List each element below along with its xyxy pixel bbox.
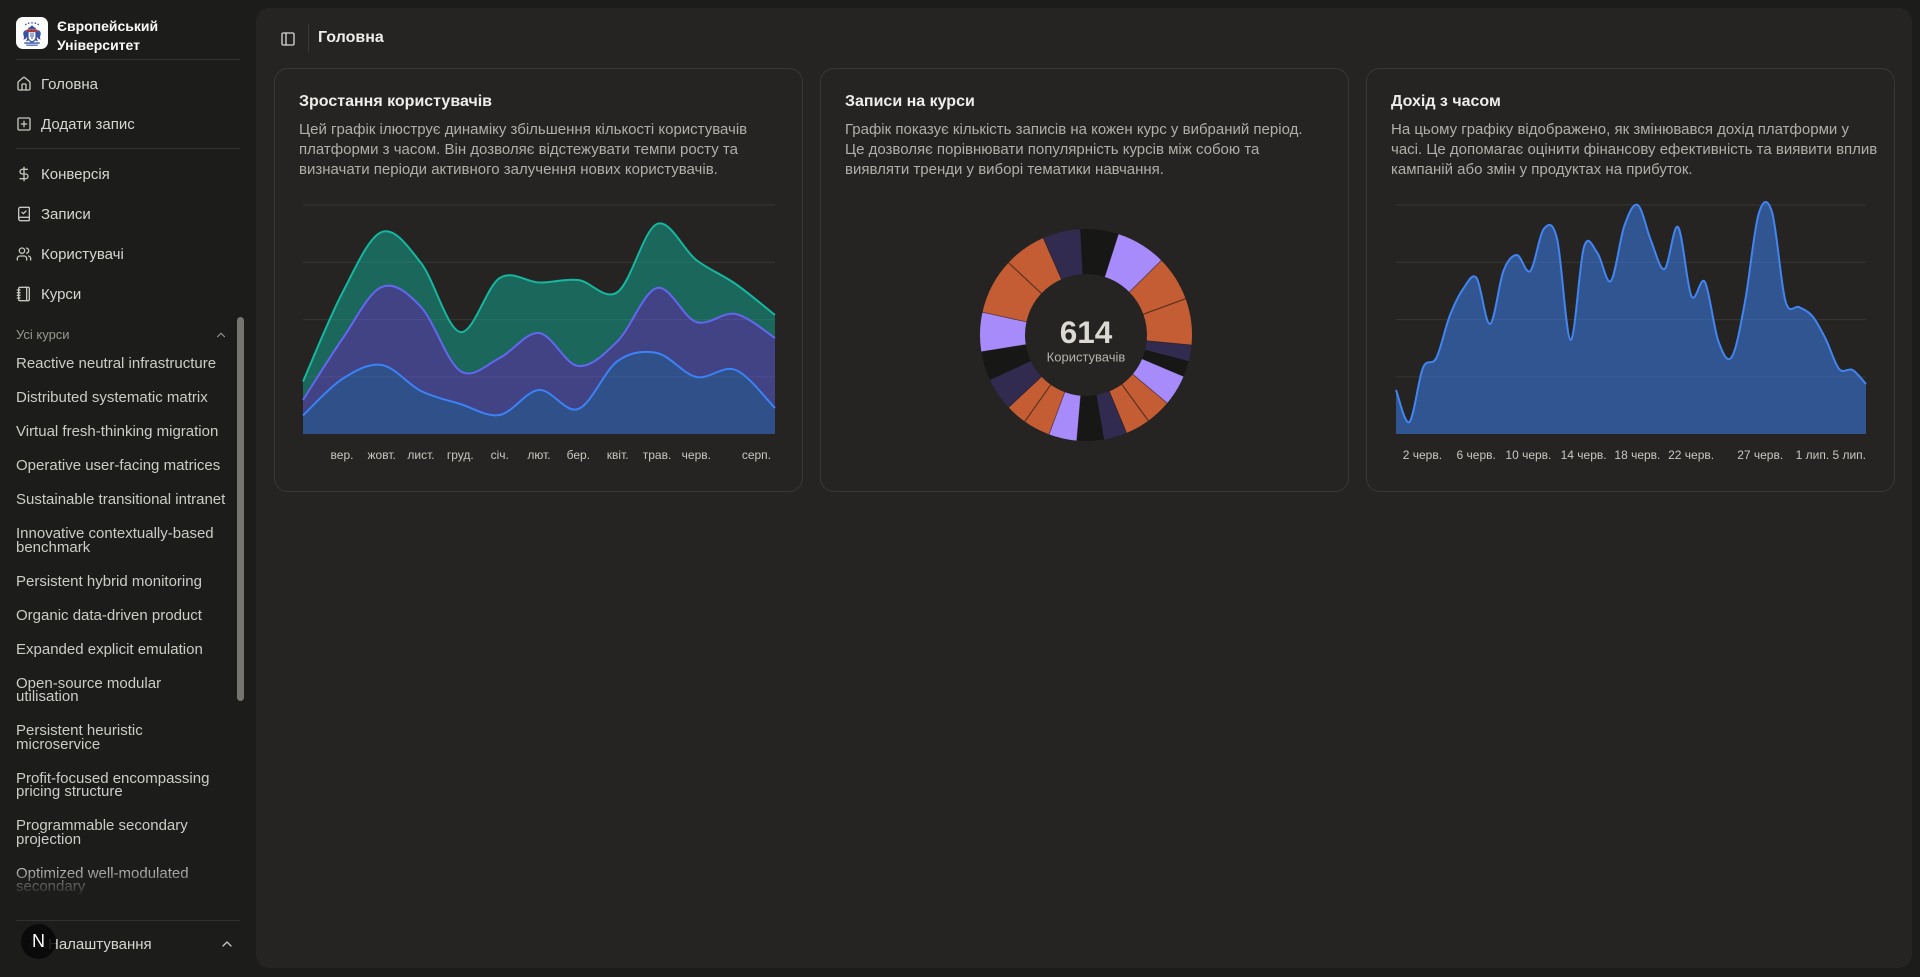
svg-text:27 черв.: 27 черв. [1737,448,1783,462]
svg-text:квіт.: квіт. [607,448,629,462]
svg-text:10 черв.: 10 черв. [1505,448,1551,462]
svg-text:жовт.: жовт. [368,448,396,462]
svg-text:1 лип.: 1 лип. [1796,448,1830,462]
svg-text:трав.: трав. [643,448,672,462]
svg-text:вер.: вер. [331,448,354,462]
svg-text:6 черв.: 6 черв. [1457,448,1496,462]
svg-text:черв.: черв. [682,448,711,462]
svg-text:14 черв.: 14 черв. [1561,448,1607,462]
svg-text:2 черв.: 2 черв. [1403,448,1442,462]
svg-text:лют.: лют. [527,448,550,462]
svg-text:серп.: серп. [742,448,771,462]
svg-text:Користувачів: Користувачів [1047,350,1126,365]
svg-text:лист.: лист. [407,448,434,462]
svg-text:груд.: груд. [447,448,474,462]
svg-text:січ.: січ. [491,448,509,462]
svg-text:22 черв.: 22 черв. [1668,448,1714,462]
svg-text:614: 614 [1060,314,1113,350]
svg-text:18 черв.: 18 черв. [1614,448,1660,462]
svg-text:бер.: бер. [567,448,590,462]
svg-text:5 лип.: 5 лип. [1832,448,1866,462]
